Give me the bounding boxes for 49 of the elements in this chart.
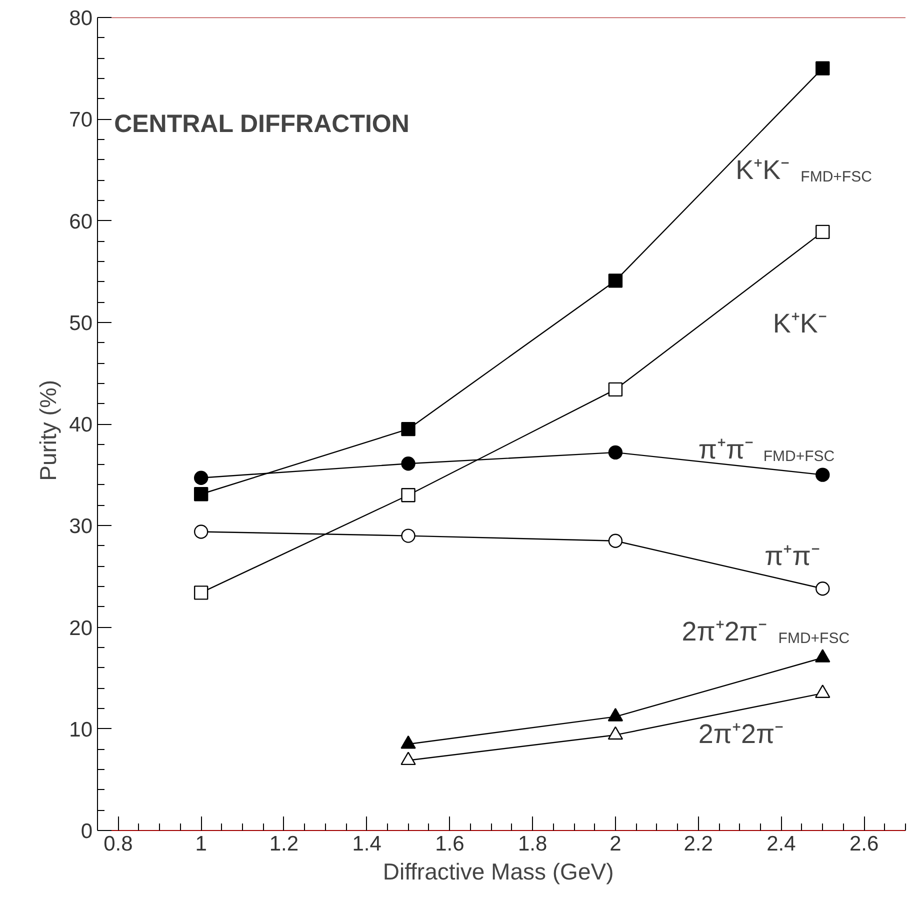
y-tick-label: 60 — [69, 210, 92, 234]
point — [608, 274, 623, 288]
y-tick-label: 30 — [69, 515, 92, 538]
x-tick-label: 1 — [195, 832, 207, 856]
text: CENTRAL DIFFRACTION — [114, 110, 410, 138]
point — [608, 726, 624, 740]
y-tick-label: 20 — [69, 616, 92, 640]
series-label: K⁺K⁻ FMD+FSC — [736, 154, 872, 186]
point — [608, 708, 624, 722]
x-tick-label: 1.4 — [352, 832, 382, 856]
point — [608, 382, 623, 397]
series-label: π⁺π⁻ FMD+FSC — [698, 434, 835, 466]
x-tick-label: 0.8 — [104, 832, 133, 856]
x-tick-label: 2.2 — [684, 832, 713, 856]
series-label: π⁺π⁻ — [764, 541, 820, 572]
point — [400, 752, 416, 766]
point — [401, 422, 416, 436]
point — [816, 582, 830, 596]
point — [400, 735, 416, 749]
point — [816, 468, 830, 482]
point — [401, 456, 416, 471]
y-tick-label: 70 — [69, 108, 92, 132]
x-tick-label: 1.6 — [435, 832, 464, 856]
x-tick-label: 1.8 — [518, 832, 548, 856]
point — [194, 586, 208, 600]
point — [816, 224, 830, 240]
y-tick-label: 40 — [69, 414, 92, 436]
point — [194, 524, 208, 539]
point — [815, 684, 830, 698]
x-tick-label: 1.2 — [269, 832, 299, 856]
point — [608, 534, 623, 548]
y-tick-label: 80 — [69, 7, 92, 30]
point — [401, 528, 416, 543]
y-axis-title: Purity (%) — [35, 380, 62, 481]
series-label: 2π⁺2π⁻ — [698, 718, 784, 749]
y-tick-label: 50 — [69, 312, 92, 335]
point — [815, 649, 830, 662]
series-label: K⁺K⁻ — [772, 308, 827, 338]
y-tick-label: 10 — [69, 718, 92, 742]
x-axis-title: Diffractive Mass (GeV) — [382, 858, 614, 884]
point — [194, 470, 208, 485]
point — [194, 487, 208, 502]
series-label: 2π⁺2π⁻ FMD+FSC — [682, 616, 850, 647]
point — [401, 488, 416, 502]
x-tick-label: 2.4 — [766, 832, 796, 856]
y-tick-label: 0 — [80, 820, 93, 843]
x-tick-label: 2 — [610, 832, 622, 856]
x-tick-label: 2.6 — [849, 832, 879, 856]
point — [608, 445, 623, 460]
